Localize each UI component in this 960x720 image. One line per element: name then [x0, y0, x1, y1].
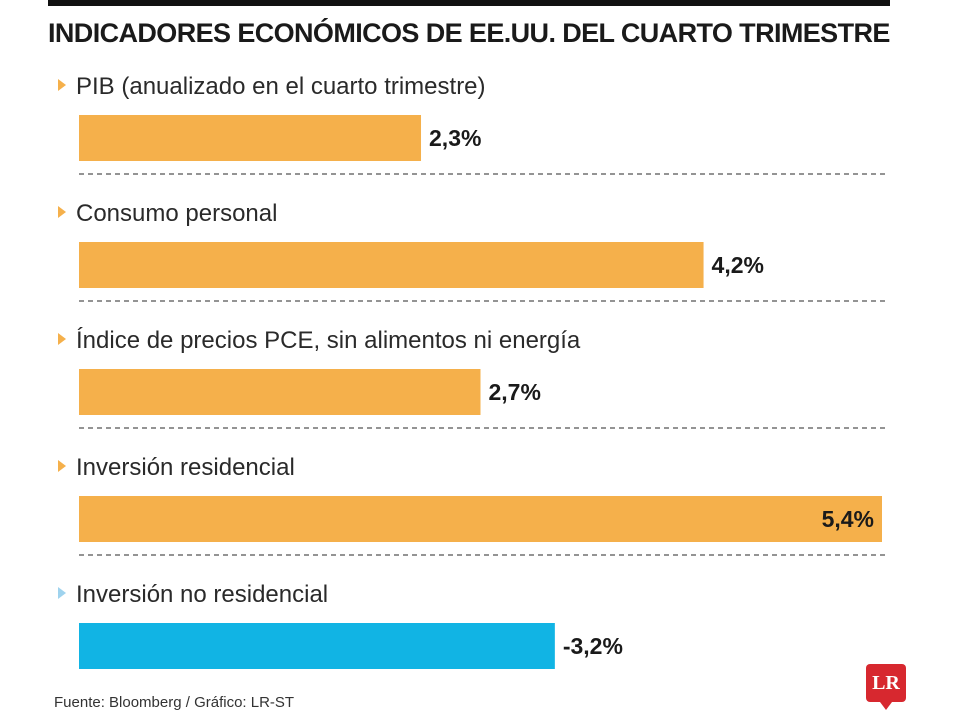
category-label: Índice de precios PCE, sin alimentos ni … [76, 327, 581, 354]
category-label: Inversión residencial [76, 454, 295, 481]
category-marker [58, 206, 66, 218]
category-marker [58, 460, 66, 472]
category-marker [58, 587, 66, 599]
bar [79, 496, 882, 542]
chart-title: INDICADORES ECONÓMICOS DE EE.UU. DEL CUA… [48, 18, 890, 48]
value-label: 4,2% [712, 252, 764, 278]
bar [79, 242, 704, 288]
top-rule [48, 0, 890, 6]
category-label: Inversión no residencial [76, 581, 328, 608]
bar [79, 115, 422, 161]
lr-logo: LR [866, 664, 906, 710]
value-label: -3,2% [563, 633, 623, 659]
bar [79, 623, 555, 669]
category-label: Consumo personal [76, 200, 277, 227]
value-label: 5,4% [822, 506, 874, 532]
source-note: Fuente: Bloomberg / Gráfico: LR-ST [54, 694, 295, 711]
value-label: 2,3% [429, 125, 481, 151]
category-marker [58, 333, 66, 345]
value-label: 2,7% [489, 379, 541, 405]
category-marker [58, 79, 66, 91]
bar [79, 369, 481, 415]
category-label: PIB (anualizado en el cuarto trimestre) [76, 73, 486, 100]
